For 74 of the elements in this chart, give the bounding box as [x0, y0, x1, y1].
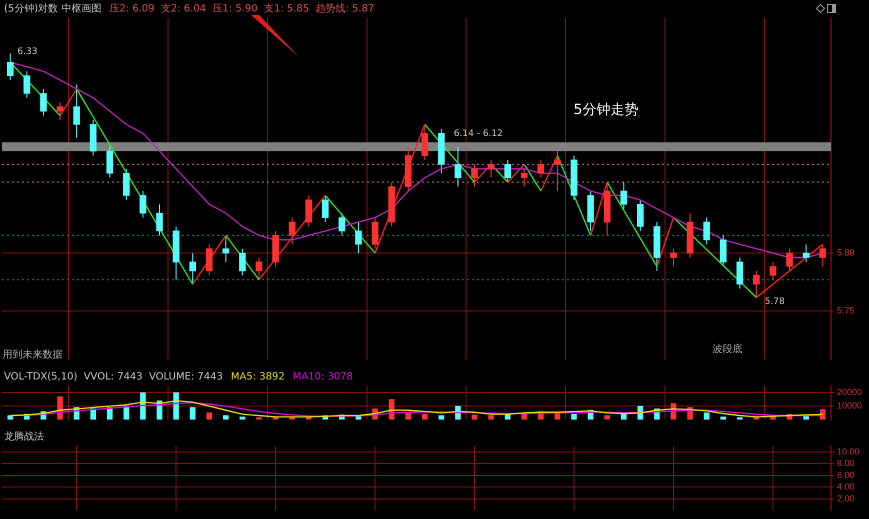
- candlestick: [520, 168, 528, 188]
- y-tick-label: 5.75: [837, 305, 855, 316]
- candlestick: [504, 159, 512, 183]
- candlestick: [106, 146, 114, 178]
- bar: [206, 412, 212, 420]
- candlestick: [355, 222, 362, 254]
- bar: [472, 414, 478, 420]
- bar: [223, 415, 229, 420]
- candlestick: [538, 159, 544, 178]
- chart-subtitle: 压2: 6.09 支2: 6.04 压1: 5.90 支1: 5.85 趋势线: 5.87: [109, 2, 374, 15]
- annotation: 用到未来数据: [2, 348, 63, 361]
- candlestick: [736, 257, 744, 290]
- bar: [720, 416, 726, 420]
- annotation: 波段底: [712, 343, 743, 356]
- bar: [256, 417, 262, 420]
- candlestick: [454, 146, 462, 188]
- candlestick: [819, 244, 826, 267]
- bar: [620, 414, 627, 420]
- text: MA10: 3078: [292, 372, 353, 383]
- candlestick: [802, 244, 810, 262]
- candlestick: [288, 217, 296, 245]
- candlestick: [770, 262, 776, 280]
- candlestick: [372, 217, 378, 250]
- candlestick: [305, 194, 312, 228]
- candlestick: [40, 88, 47, 116]
- annotation: 5.78: [764, 297, 786, 308]
- text: MA5: 3892: [230, 372, 285, 383]
- candlestick: [73, 84, 80, 138]
- candlestick: [637, 199, 644, 232]
- candlestick: [56, 102, 64, 121]
- candlestick: [239, 248, 246, 276]
- annotation: 5分钟走势: [574, 102, 638, 118]
- candlestick: [123, 168, 130, 200]
- candlestick: [256, 257, 262, 280]
- y-tick-label: 8.00: [837, 458, 855, 468]
- candlestick: [703, 217, 710, 245]
- candlestick: [140, 190, 146, 218]
- candlestick: [670, 248, 677, 267]
- y-tick-label: 6.00: [837, 470, 855, 480]
- candlestick: [322, 194, 329, 223]
- candlestick: [189, 252, 196, 285]
- candlestick: [338, 212, 346, 236]
- candlestick: [620, 182, 628, 210]
- bar: [803, 416, 809, 420]
- candlestick: [786, 248, 793, 272]
- y-tick-label: 10.00: [837, 446, 860, 456]
- candlestick: [6, 52, 14, 81]
- chart-title: VOL-TDX(5,10) VVOL: 7443 VOLUME: 7443: [4, 372, 223, 383]
- bar: [488, 415, 494, 420]
- chart-title: 龙腾战法: [4, 430, 44, 443]
- candlestick: [471, 164, 478, 188]
- y-tick-label: 5.88: [837, 248, 855, 258]
- candlestick: [206, 244, 213, 276]
- candlestick: [24, 70, 30, 98]
- bar: [422, 414, 428, 420]
- chart-title: (5分钟)对数 中枢画图: [4, 2, 102, 15]
- candlestick: [488, 159, 494, 178]
- bar: [240, 416, 246, 420]
- candlestick: [421, 124, 428, 160]
- y-tick-label: 4.00: [837, 482, 855, 492]
- bar: [438, 415, 444, 420]
- bar: [704, 412, 710, 420]
- candlestick: [554, 150, 561, 192]
- y-tick-label: 2.00: [837, 493, 855, 504]
- bar: [604, 415, 610, 420]
- annotation: 6.33: [17, 46, 38, 57]
- bar: [190, 407, 196, 420]
- candlestick: [720, 234, 727, 267]
- candlestick: [156, 204, 163, 236]
- candlestick: [222, 234, 230, 262]
- y-tick-label: 20000: [837, 387, 862, 398]
- bar: [571, 414, 577, 420]
- candlestick: [753, 270, 760, 298]
- y-tick-label: 10000: [837, 400, 862, 411]
